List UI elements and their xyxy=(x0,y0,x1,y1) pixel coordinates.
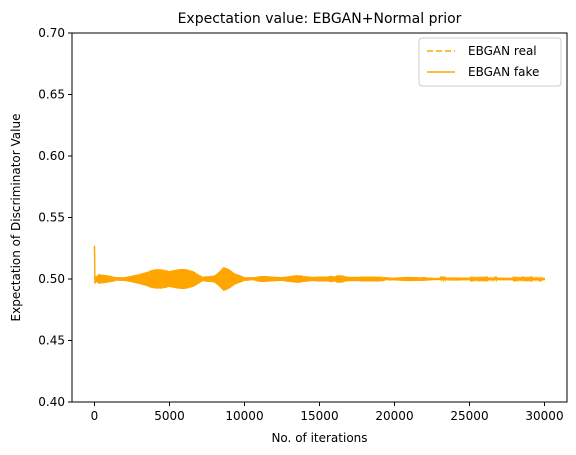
x-axis-label: No. of iterations xyxy=(271,431,367,445)
y-tick-label: 0.70 xyxy=(38,26,65,40)
x-tick-label: 10000 xyxy=(225,409,263,423)
x-tick-label: 5000 xyxy=(154,409,185,423)
x-tick-label: 30000 xyxy=(525,409,563,423)
legend: EBGAN real EBGAN fake xyxy=(418,37,562,87)
x-tick-label: 25000 xyxy=(450,409,488,423)
y-tick-label: 0.45 xyxy=(38,334,65,348)
y-tick-label: 0.60 xyxy=(38,149,65,163)
x-tick-label: 20000 xyxy=(375,409,413,423)
y-axis: 0.40 0.45 0.50 0.55 0.60 0.65 0.70 xyxy=(38,26,72,409)
y-tick-label: 0.40 xyxy=(38,395,65,409)
series-line-fake xyxy=(93,245,546,291)
y-axis-label: Expectation of Discriminator Value xyxy=(9,114,23,322)
plot-lines xyxy=(93,245,546,291)
legend-label-real: EBGAN real xyxy=(468,44,537,58)
x-tick-label: 15000 xyxy=(300,409,338,423)
x-axis: 0 5000 10000 15000 20000 25000 30000 xyxy=(91,402,564,423)
legend-label-fake: EBGAN fake xyxy=(468,65,539,79)
y-tick-label: 0.65 xyxy=(38,88,65,102)
y-tick-label: 0.50 xyxy=(38,272,65,286)
legend-box xyxy=(418,37,562,87)
x-tick-label: 0 xyxy=(91,409,99,423)
y-tick-label: 0.55 xyxy=(38,211,65,225)
chart-title: Expectation value: EBGAN+Normal prior xyxy=(178,11,462,27)
